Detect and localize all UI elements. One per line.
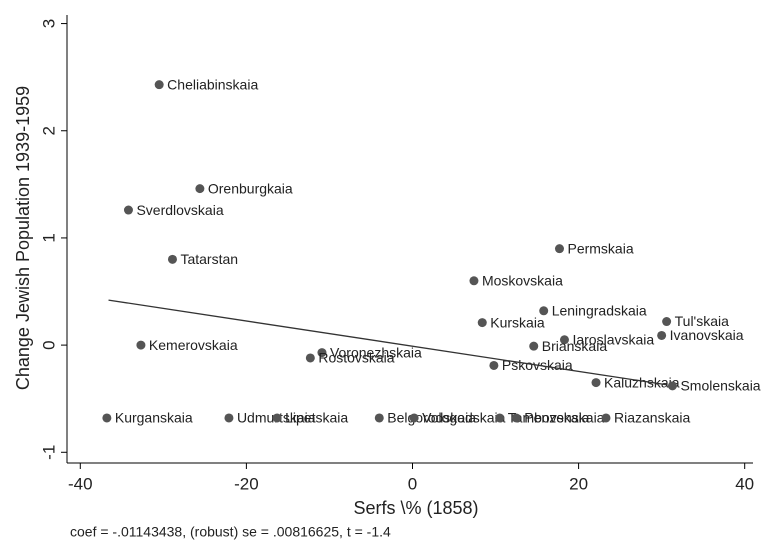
point-label: Permskaia	[567, 240, 633, 256]
point-label: Kemerovskaia	[149, 337, 238, 353]
y-tick-label: 2	[39, 126, 58, 135]
point	[529, 341, 539, 351]
y-tick-label: -1	[39, 445, 58, 460]
x-axis-title: Serfs \% (1858)	[353, 498, 478, 518]
point	[123, 205, 133, 215]
point-label: Belgorodskaia	[387, 410, 476, 426]
point-label: Vologodskaia	[422, 410, 506, 426]
y-tick-label: 0	[39, 340, 58, 349]
point-label: Moskovskaia	[482, 273, 563, 289]
point	[591, 378, 601, 388]
point	[195, 184, 205, 194]
point	[667, 381, 677, 391]
point-label: Smolenskaia	[680, 378, 760, 394]
footnote: coef = -.01143438, (robust) se = .008166…	[70, 524, 391, 540]
point-label: Iaroslavskaia	[572, 331, 654, 347]
point	[305, 353, 315, 363]
point-label: Kurganskaia	[115, 410, 193, 426]
point-label: Leningradskaia	[552, 303, 647, 319]
point	[469, 276, 479, 286]
point	[657, 330, 667, 340]
y-axis-title: Change Jewish Population 1939-1959	[13, 86, 33, 390]
x-tick-label: 20	[569, 474, 588, 493]
x-tick-label: -20	[234, 474, 259, 493]
point	[167, 254, 177, 264]
point	[495, 413, 505, 423]
point	[662, 317, 672, 327]
point	[409, 413, 419, 423]
point-label: Tul'skaia	[675, 313, 729, 329]
point-label: Kurskaia	[490, 314, 545, 330]
point	[489, 360, 499, 370]
point-label: Penzenskaia	[524, 410, 604, 426]
point	[224, 413, 234, 423]
point	[317, 348, 327, 358]
point-label: Voronezhskaia	[330, 344, 422, 360]
point-label: Sverdlovskaia	[136, 202, 223, 218]
point-label: Orenburgkaia	[208, 180, 293, 196]
fit-line	[108, 299, 667, 386]
point	[136, 340, 146, 350]
point	[374, 413, 384, 423]
point	[154, 80, 164, 90]
point	[559, 335, 569, 345]
point-label: Tambovskaia	[508, 410, 590, 426]
point	[477, 318, 487, 328]
point-label: Brianskaia	[542, 338, 608, 354]
point-label: Lipetskaia	[285, 410, 348, 426]
point-label: Ivanovskaia	[670, 327, 744, 343]
point	[539, 306, 549, 316]
y-tick-label: 1	[39, 233, 58, 242]
x-tick-label: -40	[68, 474, 93, 493]
point	[272, 413, 282, 423]
point-label: Rostovskaia	[318, 350, 394, 366]
point-label: Riazanskaia	[614, 410, 690, 426]
point	[102, 413, 112, 423]
point-label: Tatarstan	[180, 251, 238, 267]
x-tick-label: 40	[735, 474, 754, 493]
point	[511, 413, 521, 423]
point	[601, 413, 611, 423]
point	[554, 244, 564, 254]
x-tick-label: 0	[408, 474, 417, 493]
point-label: Cheliabinskaia	[167, 76, 258, 92]
y-tick-label: 3	[39, 19, 58, 28]
